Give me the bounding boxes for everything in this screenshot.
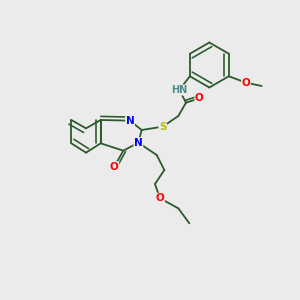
Text: N: N	[126, 116, 134, 126]
Text: HN: HN	[171, 85, 188, 95]
Text: O: O	[156, 193, 164, 203]
Text: N: N	[134, 138, 143, 148]
Text: S: S	[159, 122, 166, 132]
Text: O: O	[195, 93, 204, 103]
Text: O: O	[242, 78, 250, 88]
Text: O: O	[110, 162, 119, 172]
